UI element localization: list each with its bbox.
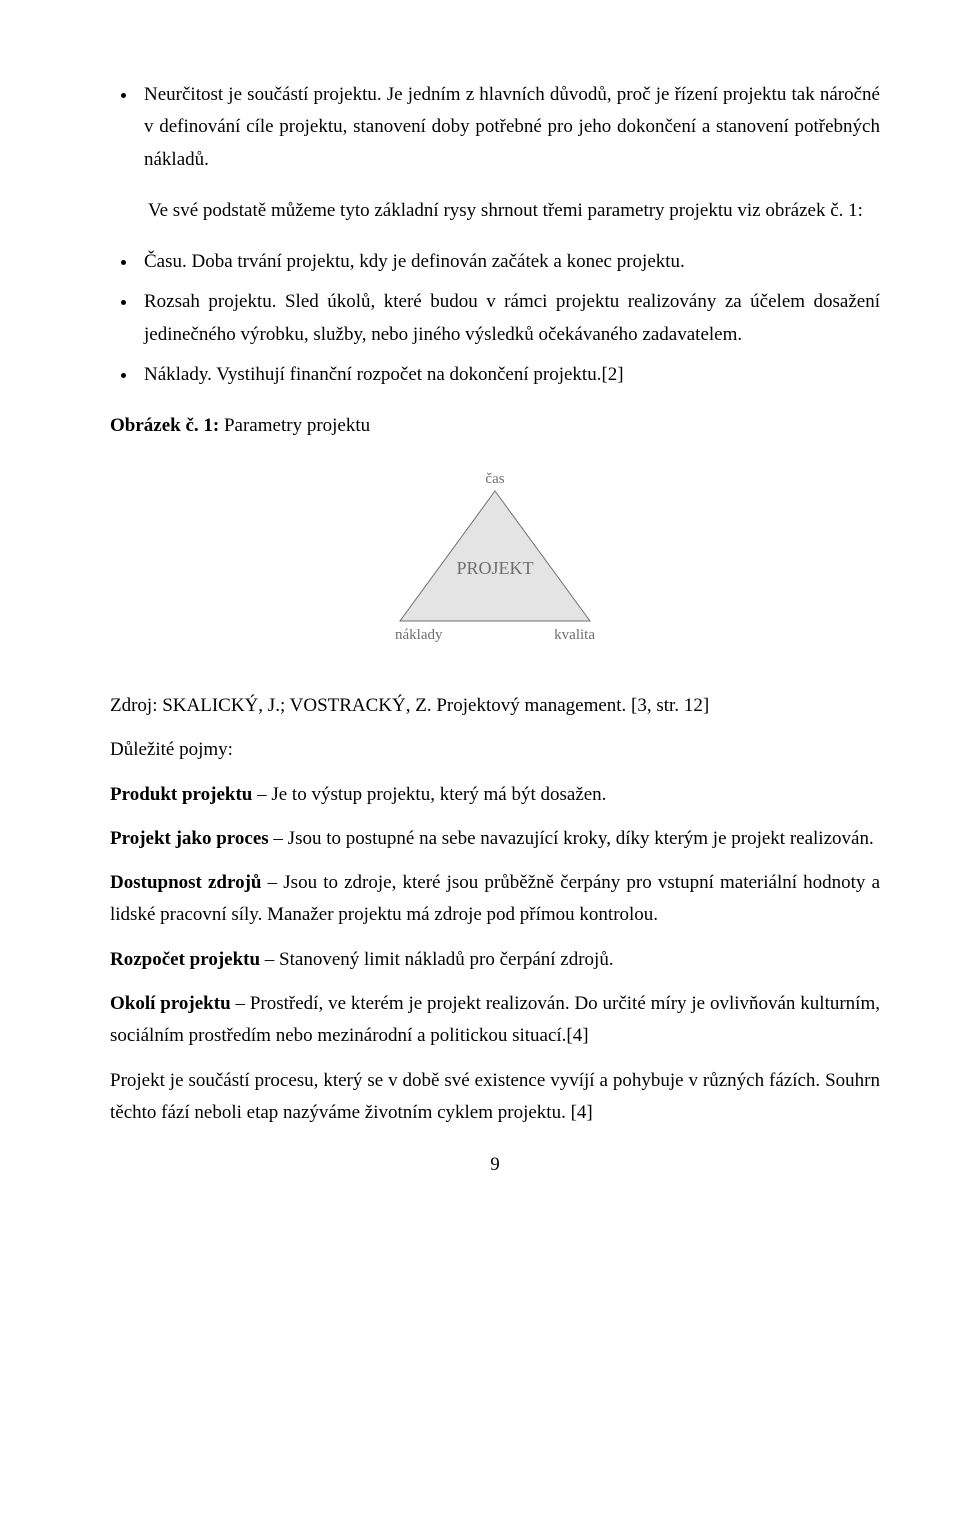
term-produkt: Produkt projektu – Je to výstup projektu… bbox=[110, 779, 880, 811]
figure-caption-rest: Parametry projektu bbox=[219, 415, 370, 436]
list-item: Náklady. Vystihují finanční rozpočet na … bbox=[138, 359, 880, 391]
list-item: Rozsah projektu. Sled úkolů, které budou… bbox=[138, 286, 880, 351]
list-item: Času. Doba trvání projektu, kdy je defin… bbox=[138, 246, 880, 278]
term-dostupnost: Dostupnost zdrojů – Jsou to zdroje, kter… bbox=[110, 867, 880, 932]
intro-bullet-list: Neurčitost je součástí projektu. Je jedn… bbox=[110, 79, 880, 176]
term-text: – Je to výstup projektu, který má být do… bbox=[252, 784, 606, 805]
svg-text:PROJEKT: PROJEKT bbox=[456, 558, 533, 578]
term-label: Projekt jako proces bbox=[110, 828, 269, 849]
term-proces: Projekt jako proces – Jsou to postupné n… bbox=[110, 823, 880, 855]
term-label: Okolí projektu bbox=[110, 993, 231, 1014]
figure-source: Zdroj: SKALICKÝ, J.; VOSTRACKÝ, Z. Proje… bbox=[110, 690, 880, 722]
svg-text:čas: čas bbox=[485, 471, 504, 487]
project-triangle-diagram: čas PROJEKT náklady kvalita bbox=[110, 461, 880, 662]
term-okoli: Okolí projektu – Prostředí, ve kterém je… bbox=[110, 988, 880, 1053]
term-label: Produkt projektu bbox=[110, 784, 252, 805]
closing-paragraph: Projekt je součástí procesu, který se v … bbox=[110, 1065, 880, 1130]
figure-caption-prefix: Obrázek č. 1: bbox=[110, 415, 219, 436]
figure-caption: Obrázek č. 1: Parametry projektu bbox=[110, 410, 880, 442]
parameters-intro: Ve své podstatě můžeme tyto základní rys… bbox=[110, 195, 880, 227]
parameters-list: Času. Doba trvání projektu, kdy je defin… bbox=[110, 246, 880, 391]
triangle-icon: čas PROJEKT náklady kvalita bbox=[345, 461, 645, 651]
page-number: 9 bbox=[110, 1149, 880, 1181]
svg-text:náklady: náklady bbox=[395, 627, 443, 643]
term-label: Dostupnost zdrojů bbox=[110, 872, 262, 893]
term-text: – Jsou to postupné na sebe navazující kr… bbox=[269, 828, 874, 849]
svg-text:kvalita: kvalita bbox=[554, 627, 595, 643]
term-label: Rozpočet projektu bbox=[110, 949, 260, 970]
important-terms-heading: Důležité pojmy: bbox=[110, 734, 880, 766]
term-rozpocet: Rozpočet projektu – Stanovený limit nákl… bbox=[110, 944, 880, 976]
term-text: – Stanovený limit nákladů pro čerpání zd… bbox=[260, 949, 614, 970]
list-item: Neurčitost je součástí projektu. Je jedn… bbox=[138, 79, 880, 176]
